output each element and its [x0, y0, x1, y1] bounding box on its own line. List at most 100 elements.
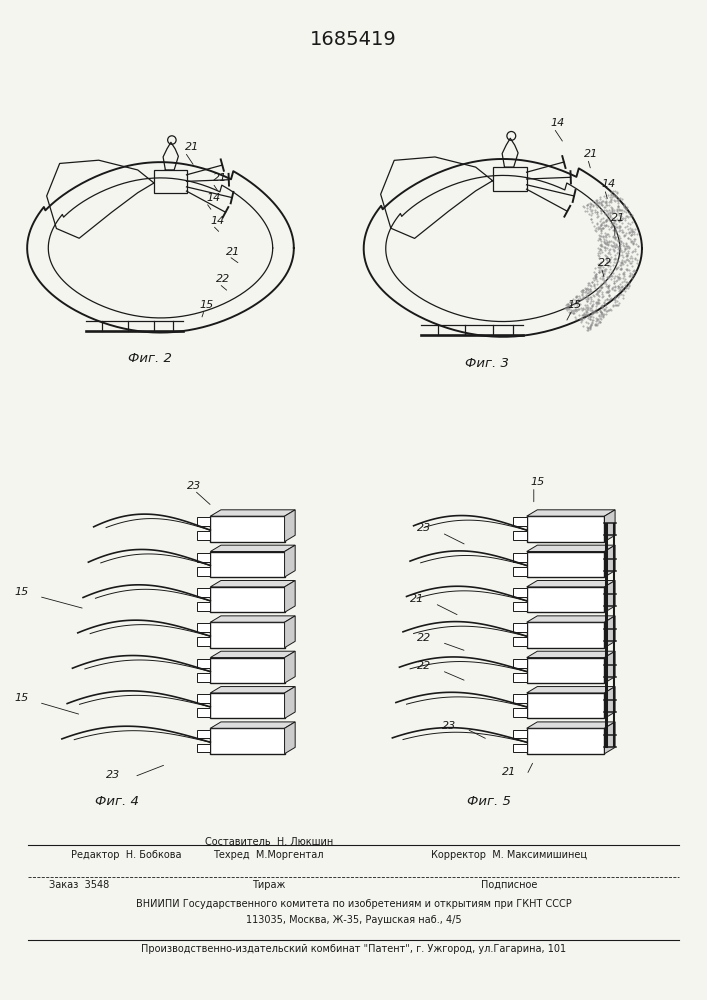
Polygon shape — [197, 602, 211, 611]
Text: 14: 14 — [211, 216, 225, 226]
Polygon shape — [527, 510, 615, 516]
Polygon shape — [284, 616, 296, 648]
Polygon shape — [513, 637, 527, 646]
Text: 21: 21 — [185, 142, 199, 152]
Text: 15: 15 — [530, 477, 544, 487]
Text: ВНИИПИ Государственного комитета по изобретениям и открытиям при ГКНТ СССР: ВНИИПИ Государственного комитета по изоб… — [136, 899, 571, 909]
Polygon shape — [513, 567, 527, 576]
Polygon shape — [197, 553, 211, 562]
Polygon shape — [527, 722, 615, 728]
Polygon shape — [604, 722, 615, 754]
Polygon shape — [604, 545, 615, 577]
Text: 1685419: 1685419 — [310, 30, 397, 49]
Text: Тираж: Тираж — [252, 880, 286, 890]
Polygon shape — [604, 687, 615, 718]
Polygon shape — [527, 658, 604, 683]
Text: Производственно-издательский комбинат "Патент", г. Ужгород, ул.Гагарина, 101: Производственно-издательский комбинат "П… — [141, 944, 566, 954]
Polygon shape — [527, 616, 615, 622]
Text: 113035, Москва, Ж-35, Раушская наб., 4/5: 113035, Москва, Ж-35, Раушская наб., 4/5 — [246, 915, 461, 925]
Text: 21: 21 — [502, 767, 516, 777]
Text: 23: 23 — [187, 481, 201, 491]
Text: Фиг. 2: Фиг. 2 — [128, 352, 172, 365]
Text: Подписное: Подписное — [481, 880, 537, 890]
Text: Заказ  3548: Заказ 3548 — [49, 880, 110, 890]
Polygon shape — [211, 722, 296, 728]
Text: 21: 21 — [226, 247, 240, 257]
Polygon shape — [513, 659, 527, 668]
Text: Техред  М.Моргентал: Техред М.Моргентал — [214, 850, 324, 860]
Polygon shape — [197, 517, 211, 526]
Polygon shape — [527, 516, 604, 542]
Text: Фиг. 5: Фиг. 5 — [467, 795, 510, 808]
Polygon shape — [197, 567, 211, 576]
Polygon shape — [197, 623, 211, 632]
Polygon shape — [513, 602, 527, 611]
Text: 15: 15 — [14, 587, 28, 597]
Text: 14: 14 — [206, 193, 221, 203]
Polygon shape — [211, 658, 284, 683]
Polygon shape — [211, 687, 296, 693]
Polygon shape — [211, 552, 284, 577]
Text: 15: 15 — [567, 300, 582, 310]
Text: 23: 23 — [417, 523, 431, 533]
Polygon shape — [527, 587, 604, 612]
Polygon shape — [197, 531, 211, 540]
Polygon shape — [513, 730, 527, 738]
Text: Фиг. 3: Фиг. 3 — [465, 357, 509, 370]
Polygon shape — [211, 581, 296, 587]
Text: 21: 21 — [213, 173, 227, 183]
Polygon shape — [513, 708, 527, 717]
Text: 14: 14 — [550, 118, 565, 128]
Polygon shape — [197, 673, 211, 682]
Text: 21: 21 — [410, 594, 424, 604]
Polygon shape — [513, 588, 527, 597]
Polygon shape — [513, 553, 527, 562]
Text: Составитель  Н. Люкшин: Составитель Н. Люкшин — [204, 837, 333, 847]
Text: 23: 23 — [442, 721, 456, 731]
Polygon shape — [604, 581, 615, 612]
Polygon shape — [197, 659, 211, 668]
Polygon shape — [211, 651, 296, 658]
Polygon shape — [604, 510, 615, 542]
Polygon shape — [211, 622, 284, 648]
Polygon shape — [527, 651, 615, 658]
Text: 21: 21 — [612, 213, 626, 223]
Polygon shape — [284, 545, 296, 577]
Text: 22: 22 — [417, 633, 431, 643]
Polygon shape — [284, 722, 296, 754]
Polygon shape — [211, 587, 284, 612]
Polygon shape — [527, 687, 615, 693]
Polygon shape — [211, 510, 296, 516]
Polygon shape — [211, 728, 284, 754]
Text: 21: 21 — [584, 149, 599, 159]
Polygon shape — [527, 728, 604, 754]
Polygon shape — [604, 616, 615, 648]
Polygon shape — [197, 730, 211, 738]
Polygon shape — [284, 581, 296, 612]
Polygon shape — [284, 687, 296, 718]
Text: 22: 22 — [216, 274, 230, 284]
Polygon shape — [513, 673, 527, 682]
Polygon shape — [513, 531, 527, 540]
Polygon shape — [513, 517, 527, 526]
Polygon shape — [197, 708, 211, 717]
Polygon shape — [211, 693, 284, 718]
Polygon shape — [513, 694, 527, 703]
Text: Редактор  Н. Бобкова: Редактор Н. Бобкова — [71, 850, 181, 860]
Polygon shape — [527, 552, 604, 577]
Text: 15: 15 — [14, 693, 28, 703]
Polygon shape — [604, 651, 615, 683]
Text: Фиг. 4: Фиг. 4 — [95, 795, 139, 808]
Text: 15: 15 — [199, 300, 214, 310]
Polygon shape — [211, 616, 296, 622]
Polygon shape — [197, 588, 211, 597]
Text: 22: 22 — [598, 258, 612, 268]
Polygon shape — [527, 622, 604, 648]
Polygon shape — [527, 581, 615, 587]
Polygon shape — [211, 516, 284, 542]
Polygon shape — [527, 693, 604, 718]
Polygon shape — [284, 510, 296, 542]
Polygon shape — [197, 694, 211, 703]
Polygon shape — [197, 744, 211, 752]
Text: 23: 23 — [106, 770, 120, 780]
